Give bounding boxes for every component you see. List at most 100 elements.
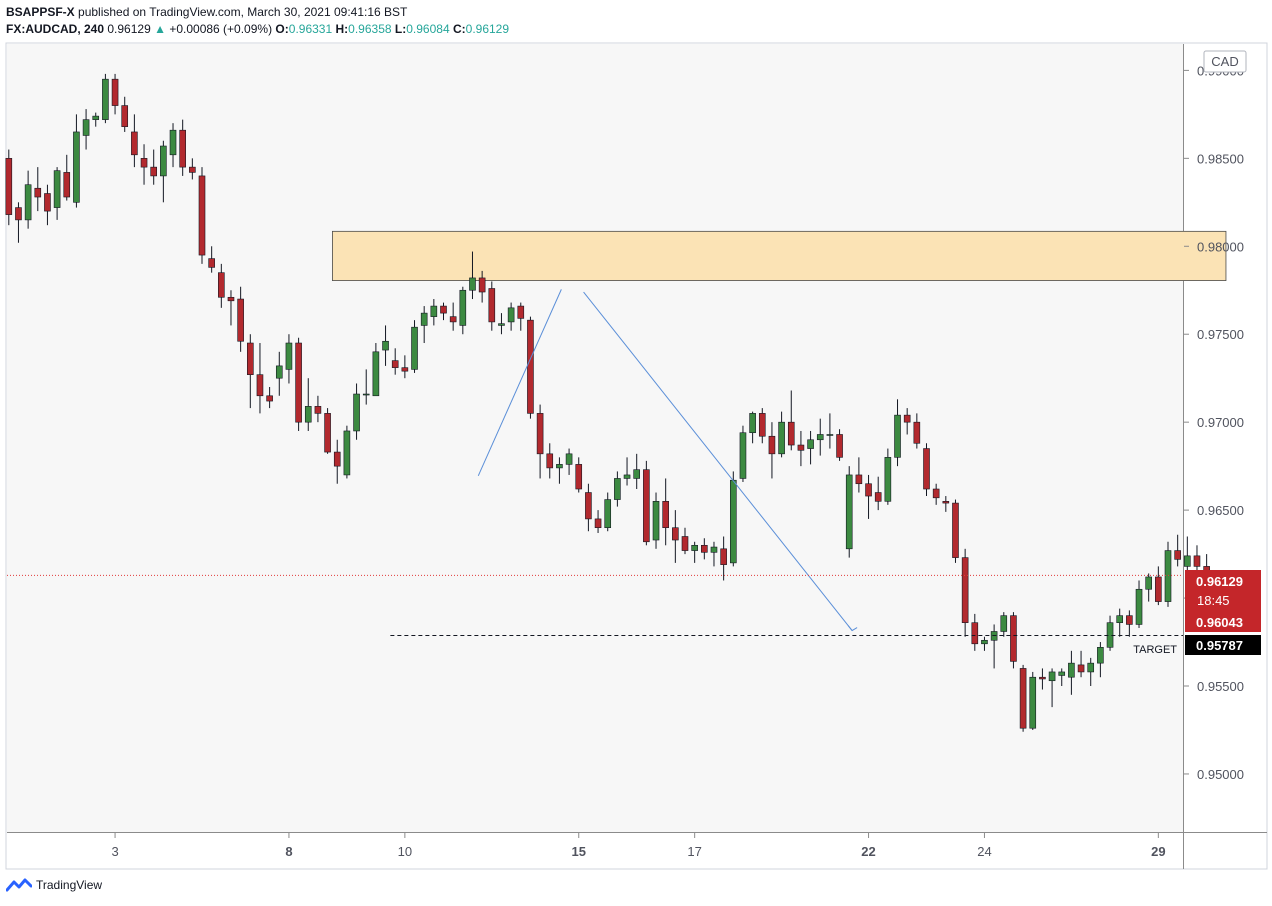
candle[interactable] — [1010, 612, 1017, 669]
candle[interactable] — [1135, 580, 1143, 628]
candle[interactable] — [1087, 657, 1095, 687]
trend-line[interactable] — [477, 289, 562, 477]
candle[interactable] — [1029, 671, 1037, 730]
candle[interactable] — [256, 343, 264, 414]
candle[interactable] — [478, 270, 486, 303]
candle[interactable] — [585, 483, 592, 532]
candle[interactable] — [1174, 534, 1181, 567]
candle[interactable] — [874, 476, 882, 511]
candle[interactable] — [1077, 650, 1085, 678]
candle[interactable] — [681, 527, 689, 555]
candle[interactable] — [778, 411, 785, 458]
candle[interactable] — [575, 457, 583, 493]
candle[interactable] — [449, 302, 457, 331]
candle[interactable] — [952, 499, 959, 563]
candle[interactable] — [923, 443, 930, 497]
candle[interactable] — [932, 483, 940, 505]
candle[interactable] — [720, 536, 727, 581]
candle[interactable] — [652, 492, 660, 549]
candle[interactable] — [198, 167, 206, 264]
candle[interactable] — [971, 613, 979, 651]
candle[interactable] — [961, 548, 969, 637]
candle[interactable] — [1019, 664, 1027, 732]
candle[interactable] — [1184, 536, 1191, 574]
candle[interactable] — [237, 286, 244, 352]
candle[interactable] — [430, 299, 438, 326]
candle[interactable] — [420, 306, 428, 344]
candle[interactable] — [73, 114, 80, 208]
candle[interactable] — [672, 510, 679, 563]
candle[interactable] — [179, 119, 186, 176]
candle[interactable] — [758, 408, 766, 444]
candle[interactable] — [623, 457, 631, 486]
candle[interactable] — [1039, 668, 1046, 690]
candle[interactable] — [5, 149, 13, 226]
candle[interactable] — [710, 541, 718, 567]
candle[interactable] — [488, 281, 496, 331]
candle[interactable] — [739, 425, 747, 482]
candle[interactable] — [536, 404, 544, 479]
candle[interactable] — [343, 425, 351, 479]
candle[interactable] — [1106, 615, 1114, 651]
candle[interactable] — [633, 453, 641, 490]
candle[interactable] — [189, 158, 196, 180]
candle[interactable] — [1048, 668, 1056, 708]
candle[interactable] — [140, 144, 148, 185]
candle[interactable] — [749, 411, 756, 444]
candle[interactable] — [353, 383, 360, 440]
candle[interactable] — [614, 471, 621, 507]
candle[interactable] — [498, 313, 505, 335]
candle[interactable] — [768, 422, 776, 479]
candle[interactable] — [942, 496, 950, 512]
candle[interactable] — [662, 478, 669, 546]
candle[interactable] — [34, 167, 42, 212]
candle[interactable] — [102, 73, 109, 124]
candle[interactable] — [507, 302, 515, 331]
candle[interactable] — [401, 355, 409, 379]
candle[interactable] — [604, 492, 612, 532]
candle[interactable] — [691, 541, 698, 563]
currency-badge[interactable] — [1203, 50, 1247, 73]
plot-area[interactable] — [7, 44, 1183, 832]
candle[interactable] — [150, 149, 157, 185]
candle[interactable] — [836, 429, 843, 461]
candle[interactable] — [440, 302, 447, 321]
footer-brand[interactable]: TradingView — [36, 878, 103, 892]
supply-zone-rectangle[interactable] — [332, 230, 1227, 281]
candle[interactable] — [314, 395, 322, 423]
candle[interactable] — [111, 73, 119, 115]
candle[interactable] — [517, 302, 525, 331]
candle[interactable] — [527, 316, 534, 419]
candle[interactable] — [884, 448, 892, 505]
candle[interactable] — [92, 112, 100, 127]
candle[interactable] — [729, 471, 737, 567]
candle[interactable] — [845, 466, 853, 558]
candle[interactable] — [53, 167, 61, 220]
candle[interactable] — [565, 448, 573, 475]
candle[interactable] — [15, 202, 22, 243]
candle[interactable] — [981, 636, 988, 651]
candle[interactable] — [44, 184, 51, 226]
candle[interactable] — [1145, 573, 1152, 602]
candle[interactable] — [1155, 566, 1162, 606]
candle[interactable] — [1068, 650, 1075, 695]
candle[interactable] — [333, 439, 341, 484]
candle[interactable] — [855, 457, 863, 493]
candle[interactable] — [169, 123, 177, 168]
candle[interactable] — [275, 351, 283, 396]
candle[interactable] — [285, 334, 293, 384]
candle[interactable] — [411, 320, 418, 373]
candle[interactable] — [787, 390, 795, 451]
candle[interactable] — [797, 430, 805, 467]
candle[interactable] — [121, 96, 129, 132]
candle[interactable] — [63, 154, 71, 201]
candle[interactable] — [546, 443, 554, 479]
candle[interactable] — [362, 369, 370, 405]
candle[interactable] — [391, 348, 399, 375]
candle[interactable] — [903, 408, 911, 435]
candle[interactable] — [894, 399, 901, 467]
candle[interactable] — [382, 325, 389, 366]
candle[interactable] — [1116, 608, 1123, 637]
candle[interactable] — [643, 460, 650, 546]
